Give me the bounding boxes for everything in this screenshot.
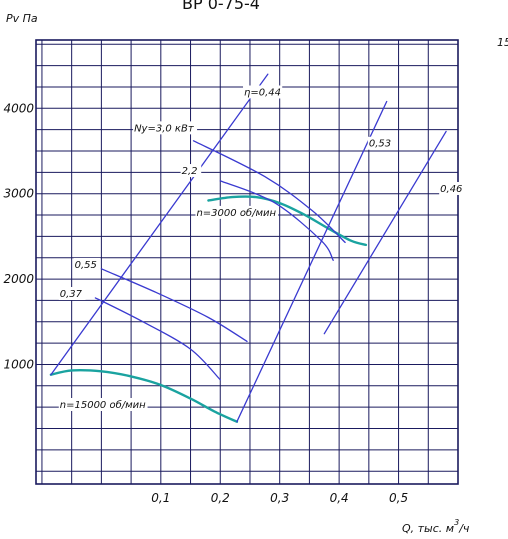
annotation-label-6: 0,37	[60, 289, 83, 300]
y-tick-label-0: 1000	[3, 357, 34, 371]
series-pressure-curve-0	[207, 195, 368, 247]
annotation-bg-7	[195, 205, 279, 219]
annotation-label-8: n=15000 об/мин	[60, 399, 146, 411]
annotation-label-0: η=0,44	[244, 88, 281, 99]
x-axis-label-sup: 3	[454, 518, 459, 527]
series-pressure-curve-1	[49, 368, 239, 423]
series-efficiency-ray-4	[323, 130, 447, 335]
series-efficiency-ray-2	[50, 73, 269, 376]
series-power-line-7	[100, 268, 248, 343]
chart-header-fragment: 15	[497, 36, 508, 49]
x-axis-label: Q, тыс. м3/ч	[402, 518, 470, 535]
series-power-line-6	[219, 180, 334, 261]
x-tick-label-3: 0,4	[330, 491, 349, 505]
y-tick-label-2: 3000	[3, 187, 34, 201]
annotation-bg-4	[180, 164, 202, 178]
annotation-bg-8	[58, 398, 148, 412]
grid	[36, 40, 458, 484]
annotations: η=0,44 0,53 0,46 Ny=3,0 кВт 2,2 0,55 0,37 n=300…	[58, 85, 466, 412]
annotation-bg-6	[58, 287, 86, 301]
series-power-line-8	[94, 297, 221, 381]
x-tick-label-4: 0,5	[389, 491, 408, 505]
x-axis-label-suffix: /ч	[458, 522, 470, 535]
annotation-label-1: 0,53	[369, 139, 391, 150]
annotation-label-7: n=3000 об/мин	[196, 207, 276, 219]
annotation-label-4: 2,2	[182, 166, 198, 177]
plot-frame	[35, 39, 459, 485]
series-group	[49, 73, 447, 423]
annotation-bg-5	[73, 257, 101, 271]
x-tick-label-1: 0,2	[211, 491, 230, 505]
x-tick-label-2: 0,3	[270, 491, 289, 505]
annotation-label-2: 0,46	[440, 184, 462, 195]
series-power-line-5	[192, 140, 346, 244]
x-tick-label-0: 0,1	[151, 491, 170, 505]
annotation-bg-1	[367, 136, 395, 150]
y-axis-label: Pv Па	[6, 12, 38, 25]
y-tick-label-1: 2000	[3, 272, 34, 286]
annotation-bg-3	[133, 121, 198, 135]
annotation-label-5: 0,55	[75, 260, 97, 271]
x-axis-label-prefix: Q, тыс. м	[402, 522, 454, 535]
series-efficiency-ray-3	[236, 100, 388, 423]
chart-header-title: ВР 0-75-4	[182, 0, 260, 13]
y-tick-label-3: 4000	[3, 101, 34, 115]
annotation-bg-2	[439, 181, 466, 195]
tick-labels: 0,1 0,2 0,3 0,4 0,5 1000 2000 3000 4000	[3, 101, 408, 505]
annotation-bg-0	[243, 85, 283, 99]
annotation-label-3: Ny=3,0 кВт	[134, 123, 195, 134]
